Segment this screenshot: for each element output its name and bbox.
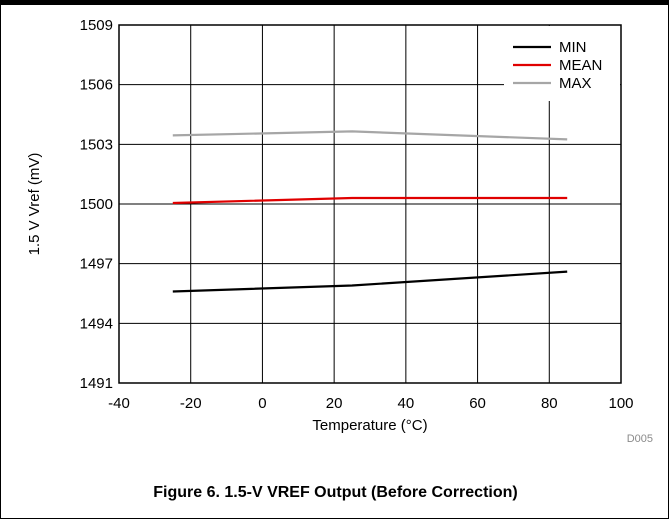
- x-tick-label: 20: [326, 395, 343, 412]
- series-lines: [172, 130, 568, 293]
- x-tick-label: -40: [108, 395, 130, 412]
- x-tick-label: 60: [469, 395, 486, 412]
- x-tick-label: 40: [398, 395, 415, 412]
- legend-label-max: MAX: [559, 75, 592, 92]
- legend-label-min: MIN: [559, 39, 587, 56]
- series-line-mean: [172, 196, 568, 205]
- x-tick-label: 100: [608, 395, 633, 412]
- series-line-max: [172, 130, 568, 141]
- y-tick-label: 1491: [80, 375, 113, 392]
- top-rule: [1, 0, 669, 5]
- plot-frame: [118, 24, 622, 384]
- series-line-min: [172, 270, 568, 293]
- y-tick-label: 1494: [80, 315, 113, 332]
- y-tick-label: 1503: [80, 136, 113, 153]
- legend-label-mean: MEAN: [559, 57, 602, 74]
- x-tick-label: 80: [541, 395, 558, 412]
- grid: [118, 24, 622, 384]
- figure-code: D005: [627, 433, 653, 445]
- figure-caption: Figure 6. 1.5-V VREF Output (Before Corr…: [153, 484, 518, 501]
- tick-labels: -40 -20 0 20 40 60 80 100 1491 1494 1497 1500 1503 15…: [80, 17, 634, 412]
- x-tick-label: 0: [258, 395, 266, 412]
- y-tick-label: 1500: [80, 196, 113, 213]
- y-tick-label: 1506: [80, 77, 113, 94]
- x-tick-label: -20: [180, 395, 202, 412]
- y-axis-title: 1.5 V Vref (mV): [26, 153, 43, 256]
- legend-box: [504, 26, 620, 101]
- y-tick-label: 1497: [80, 256, 113, 273]
- x-axis-title: Temperature (°C): [312, 417, 427, 434]
- y-tick-label: 1509: [80, 17, 113, 34]
- chart: -40 -20 0 20 40 60 80 100 1491 1494 1497 1500 1503 15…: [26, 17, 653, 445]
